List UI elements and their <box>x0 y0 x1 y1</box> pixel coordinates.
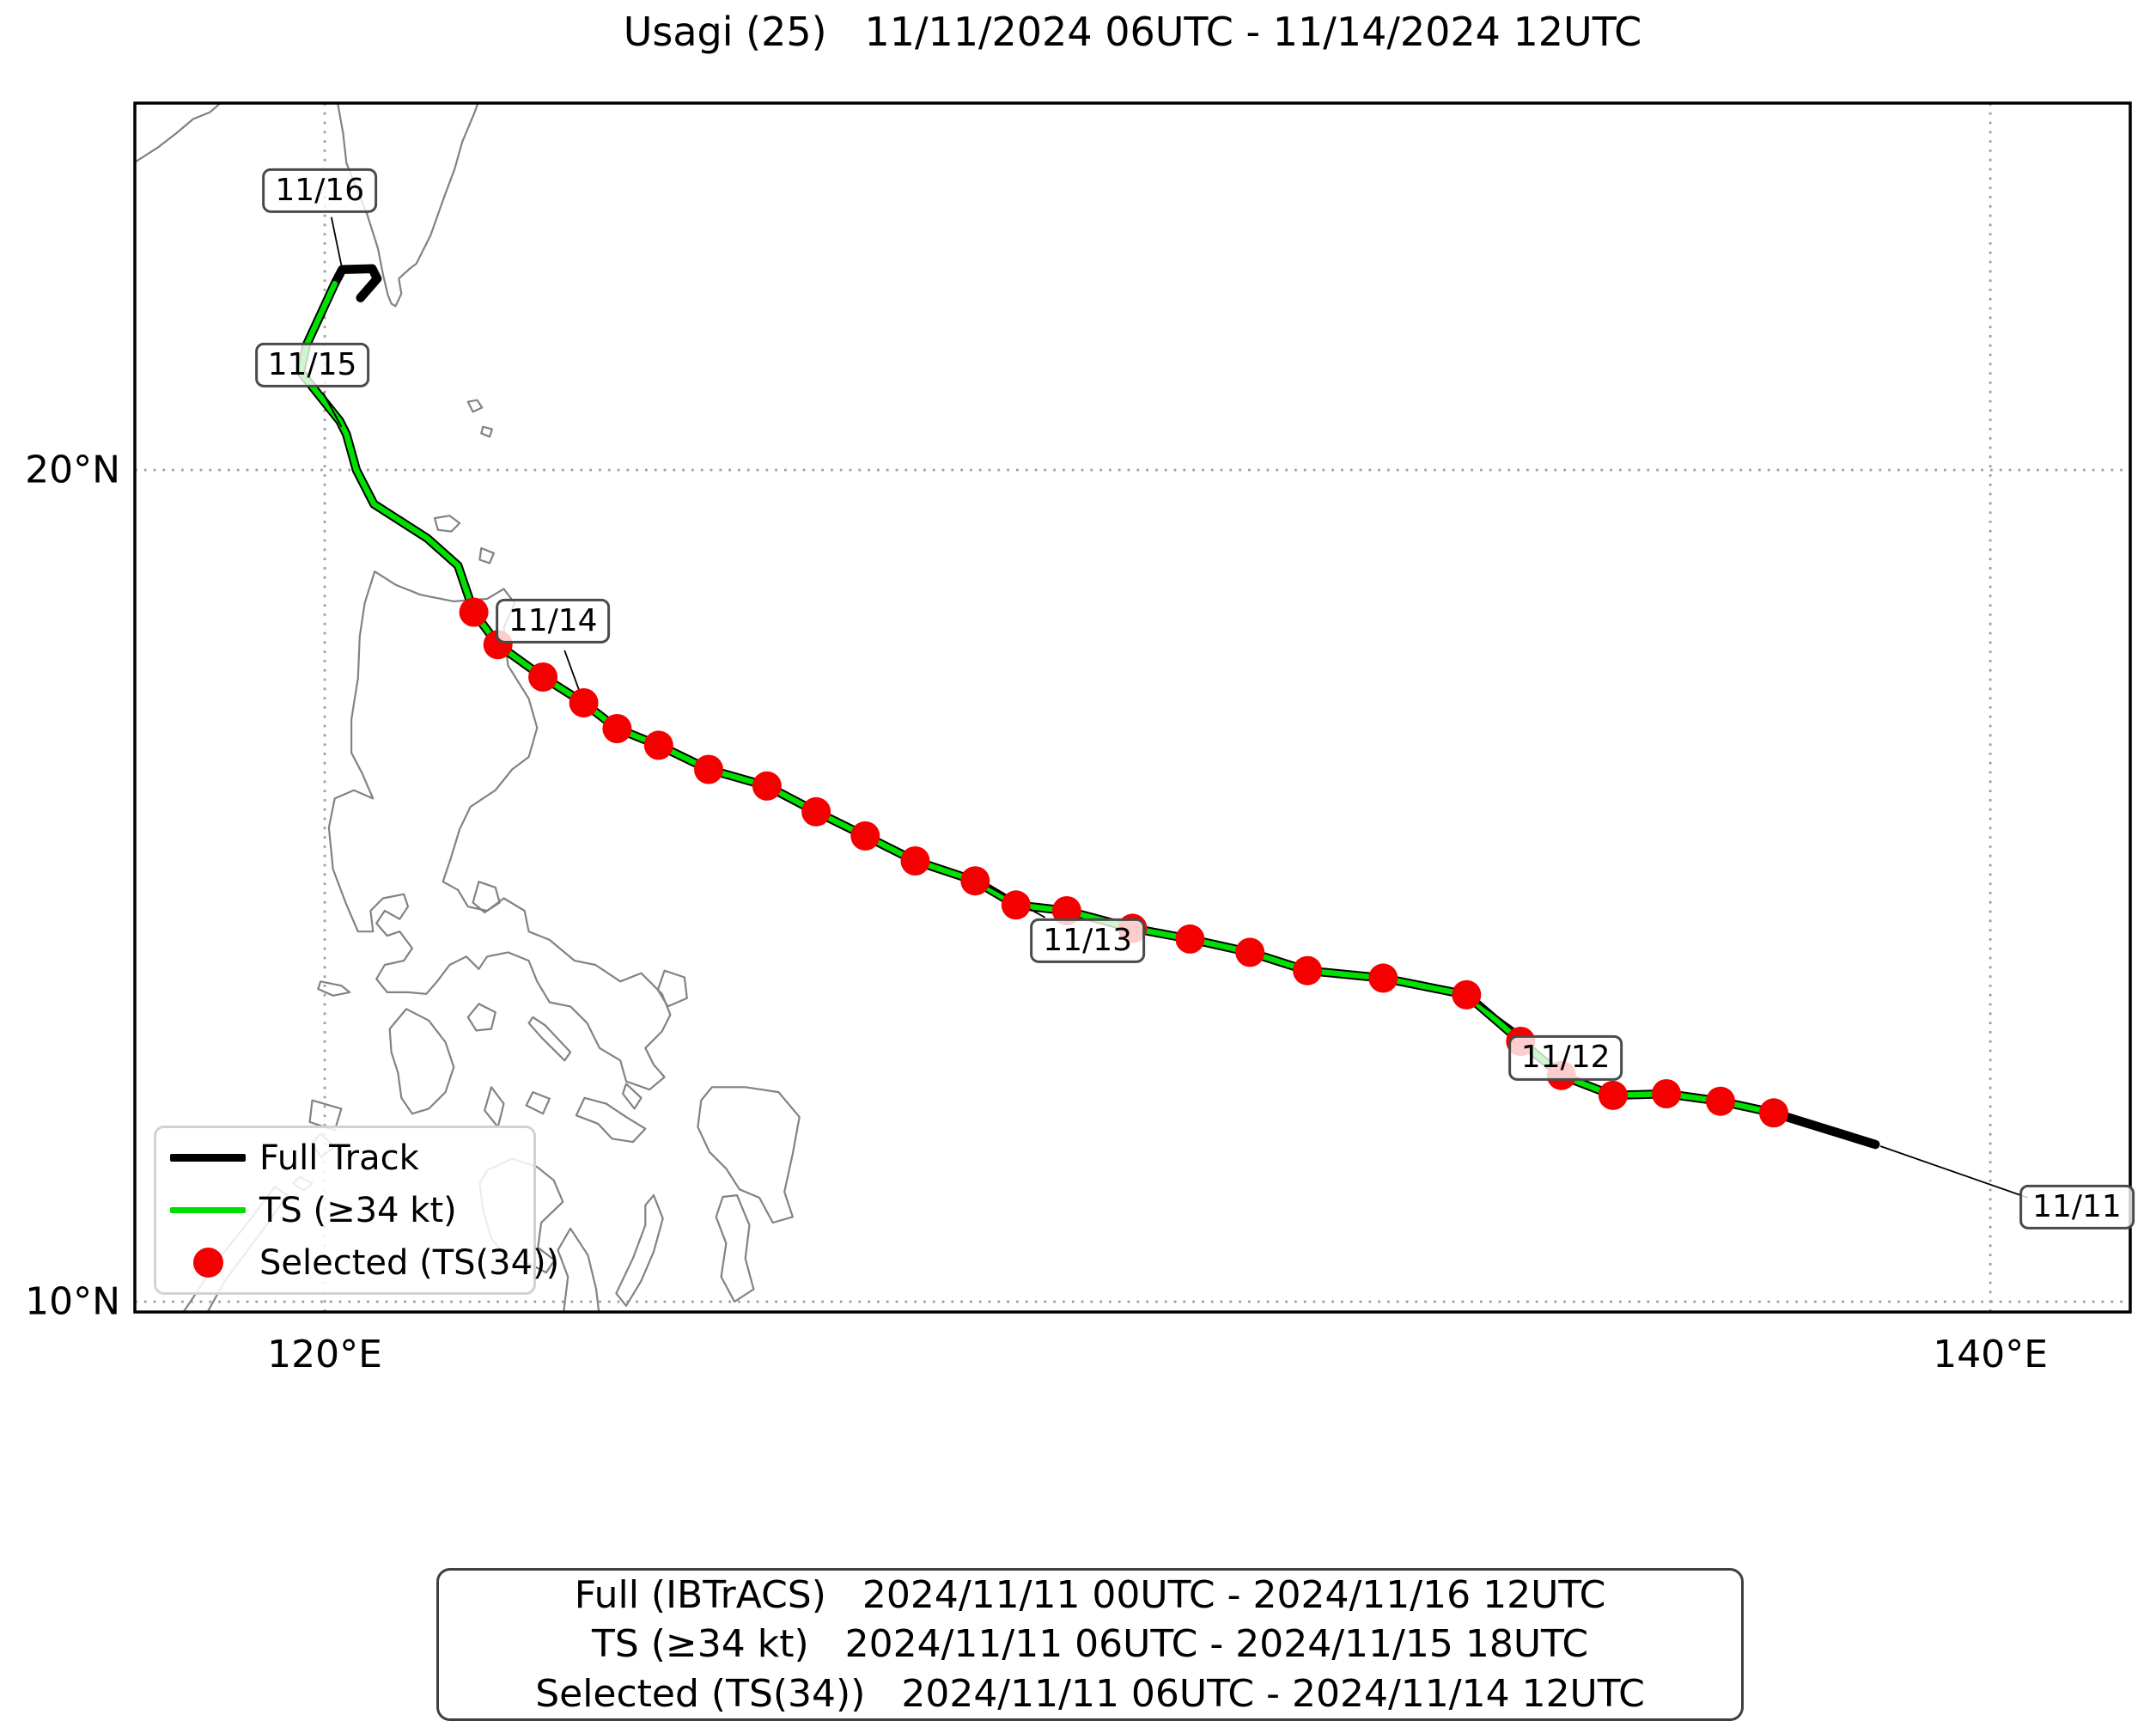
track-ranges-info-box: Full (IBTrACS) 2024/11/11 00UTC - 2024/1… <box>436 1568 1744 1721</box>
coastline-ticao <box>622 1083 643 1110</box>
full-track-line-swatch <box>156 1154 259 1162</box>
plot-title: Usagi (25) 11/11/2024 06UTC - 11/14/2024… <box>623 9 1642 55</box>
selected-track-point-marker <box>643 730 673 760</box>
info-line-full: Full (IBTrACS) 2024/11/11 00UTC - 2024/1… <box>574 1573 1606 1618</box>
selected-track-point-marker <box>1235 937 1265 967</box>
coastline-catanduanes <box>656 969 688 1008</box>
legend-label-selected: Selected (TS(34)) <box>259 1242 560 1283</box>
selected-track-point-marker <box>1452 979 1482 1010</box>
coastline-mindoro <box>388 1008 455 1115</box>
selected-track-point-marker <box>569 688 599 717</box>
coastline-polillo <box>472 881 501 914</box>
x-tick-140E: 140°E <box>1933 1333 2049 1376</box>
date-label-11-12: 11/12 <box>1507 1035 1623 1081</box>
coastline-taiwan <box>337 103 479 308</box>
selected-track-point-marker <box>1706 1086 1735 1116</box>
selected-track-point-marker <box>960 866 990 896</box>
selected-track-point-marker <box>1368 963 1398 993</box>
selected-track-point-marker <box>1652 1079 1681 1108</box>
date-label-leader-line <box>330 217 343 266</box>
legend-item-selected: Selected (TS(34)) <box>156 1243 559 1283</box>
legend-label-ts: TS (≥34 kt) <box>259 1190 457 1230</box>
date-label-leader-line <box>563 650 582 697</box>
selected-track-point-marker <box>694 754 723 784</box>
coastline-negros <box>557 1227 600 1312</box>
date-label-11-14: 11/14 <box>495 599 611 644</box>
coastline-marinduque <box>466 1003 496 1032</box>
selected-track-point-marker <box>1001 890 1031 920</box>
date-label-11-15: 11/15 <box>254 342 370 388</box>
coastline-sabtang <box>480 425 493 438</box>
coastline-leyte <box>715 1194 755 1303</box>
selected-track-point-marker <box>459 597 489 627</box>
axes-frame <box>133 101 2132 1314</box>
coastline-masbate <box>575 1096 647 1144</box>
selected-track-point-marker <box>1175 924 1205 954</box>
date-label-leader-line <box>1879 1145 2029 1199</box>
selected-track-point-marker <box>1598 1080 1628 1110</box>
coastline-china-coast <box>135 103 222 163</box>
selected-track-point-marker <box>1759 1098 1788 1128</box>
coastline-burias <box>527 1016 572 1062</box>
selected-track-point-marker <box>1051 896 1081 925</box>
date-label-11-11: 11/11 <box>2019 1184 2135 1230</box>
coastline-luzon <box>327 571 672 1091</box>
coastline-tablas <box>484 1086 505 1128</box>
coastline-sibuyan <box>525 1091 551 1115</box>
selected-track-point-marker <box>900 846 930 876</box>
date-label-11-13: 11/13 <box>1030 918 1146 964</box>
selected-dot-swatch <box>156 1248 259 1278</box>
legend-label-full-track: Full Track <box>259 1138 419 1178</box>
selected-track-point-marker <box>850 821 880 851</box>
coastline-lubang <box>317 980 351 997</box>
legend: Full Track TS (≥34 kt) Selected (TS(34)) <box>154 1126 559 1295</box>
ts-segment-line <box>297 280 1777 1116</box>
ts-line-swatch <box>156 1207 259 1213</box>
selected-track-point-marker <box>602 714 632 743</box>
selected-track-point-marker <box>752 771 782 801</box>
coastline-batan <box>466 399 484 413</box>
x-tick-120E: 120°E <box>267 1333 382 1376</box>
date-label-leader-line <box>322 392 343 428</box>
legend-item-full-track: Full Track <box>156 1138 533 1178</box>
coastline-samar <box>697 1086 801 1224</box>
info-line-ts: TS (≥34 kt) 2024/11/11 06UTC - 2024/11/1… <box>591 1622 1589 1667</box>
date-label-11-16: 11/16 <box>262 168 378 213</box>
selected-track-point-marker <box>801 796 831 827</box>
coastline-camiguin-norte <box>478 546 495 564</box>
y-tick-20N: 20°N <box>25 448 120 492</box>
coastline-cebu <box>615 1194 664 1307</box>
legend-item-ts: TS (≥34 kt) <box>156 1191 533 1230</box>
full-track-line <box>295 264 1880 1150</box>
selected-track-point-marker <box>528 662 558 692</box>
info-line-selected: Selected (TS(34)) 2024/11/11 06UTC - 202… <box>535 1671 1645 1716</box>
selected-track-point-marker <box>1293 955 1323 985</box>
coastline-calayan <box>433 515 461 533</box>
y-tick-10N: 10°N <box>25 1279 120 1324</box>
